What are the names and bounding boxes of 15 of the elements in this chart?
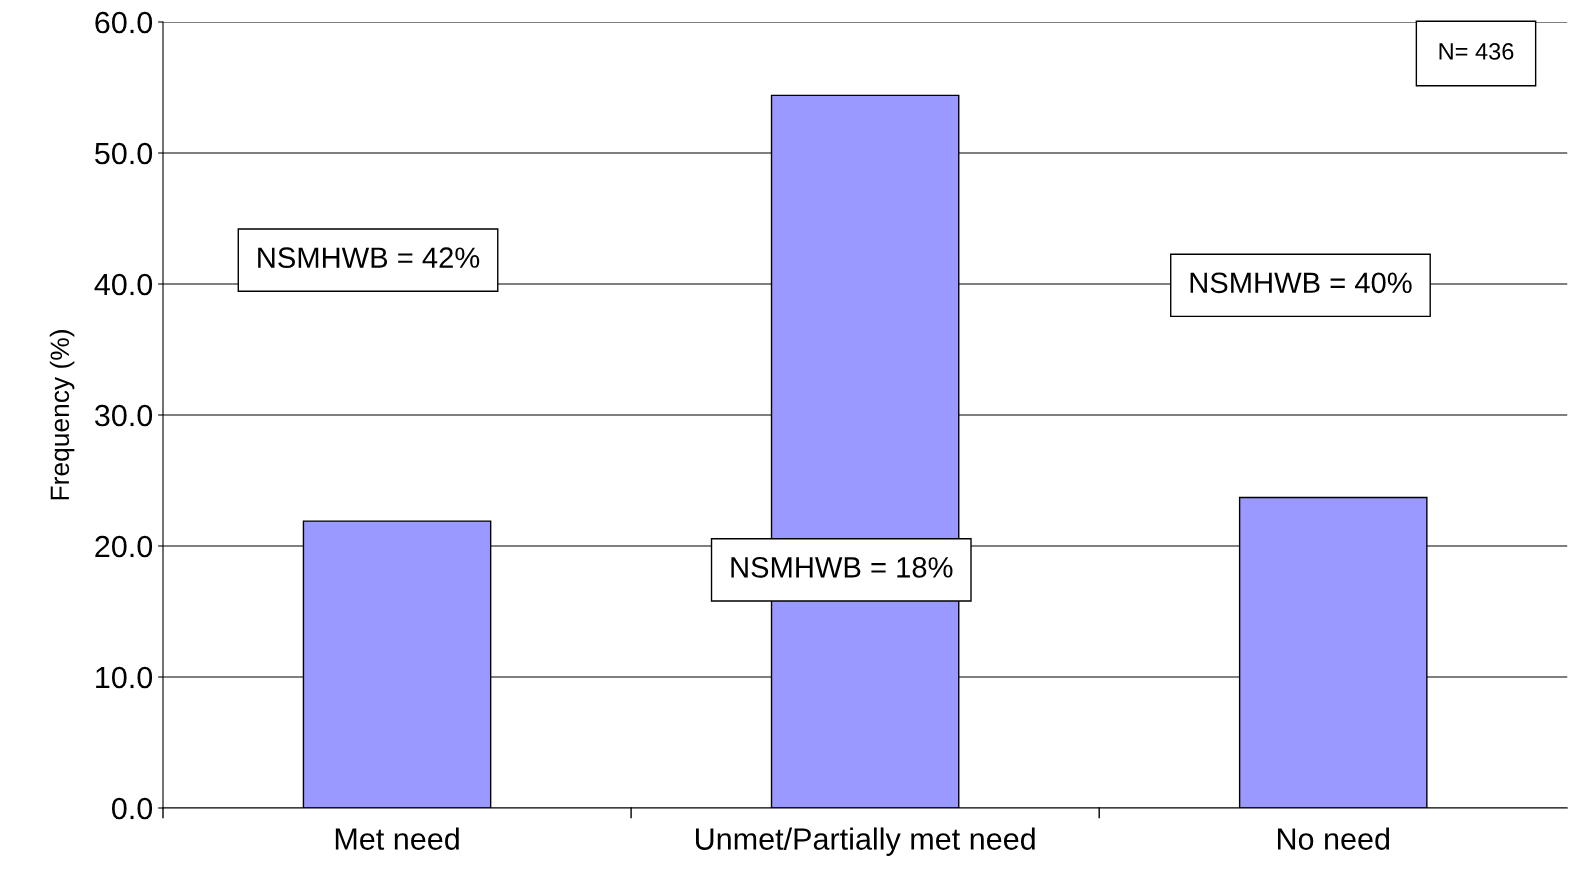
x-tick-label: No need: [1277, 827, 1390, 850]
annotation: NSMHWB = 18%: [731, 557, 953, 578]
y-tick-label: 50.0: [95, 142, 153, 165]
y-tick-label: 40.0: [94, 273, 153, 296]
y-tick-label: 30.0: [94, 404, 153, 427]
annotation: NSMHWB = 42%: [258, 247, 480, 268]
annotation: N= 436: [1439, 43, 1514, 60]
x-tick-label: Unmet/Partially met need: [695, 827, 1035, 856]
annotation: NSMHWB = 40%: [1190, 272, 1412, 294]
y-axis-title: Frequency (%): [49, 330, 75, 500]
x-tick-label: Met need: [335, 827, 459, 850]
y-tick-label: 0.0: [112, 797, 153, 820]
y-tick-label: 60.0: [95, 11, 153, 34]
y-tick-label: 20.0: [95, 535, 153, 558]
y-tick-label: 10.0: [96, 666, 153, 689]
